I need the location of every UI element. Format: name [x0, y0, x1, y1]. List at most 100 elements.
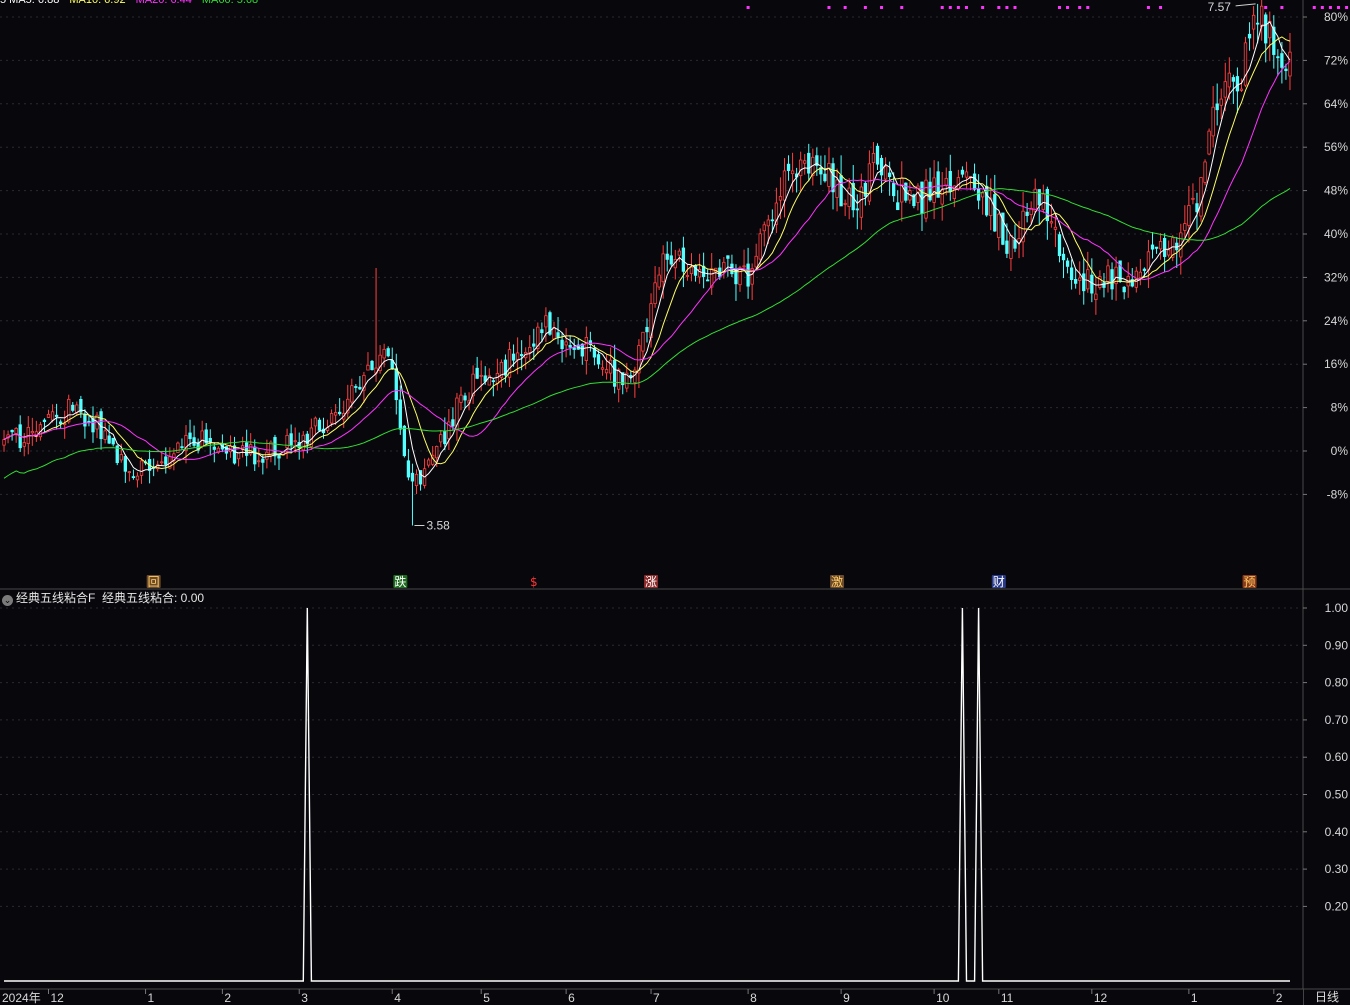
sub-y-axis-label: 0.30: [1325, 862, 1349, 876]
candle-body: [697, 268, 702, 278]
candle-body: [1280, 53, 1284, 68]
candle-body: [584, 336, 588, 361]
candle-body: [451, 419, 455, 427]
candle-body: [91, 417, 95, 433]
candle-body: [30, 431, 34, 434]
sub-y-axis-label: 0.80: [1325, 676, 1349, 690]
ma-legend-item: 5 MA5: 6.88: [0, 0, 60, 6]
candle-body: [997, 213, 1001, 239]
signal-markers: 回 跌 $ 涨 激 财 预: [146, 574, 1257, 589]
candle-body: [176, 442, 180, 453]
candle-body: [612, 359, 617, 387]
candle-body: [1049, 221, 1054, 224]
candle-body: [285, 434, 289, 449]
candle-body: [253, 446, 257, 465]
candle-body: [350, 385, 354, 403]
candle-body: [22, 442, 26, 447]
candle-body: [782, 170, 787, 201]
candle-body: [972, 173, 977, 190]
candle-body: [588, 340, 593, 345]
sub-y-axis-label: 0.60: [1325, 750, 1349, 764]
top-signal-dot: [827, 6, 831, 9]
candle-body: [1235, 76, 1240, 92]
candle-body: [912, 194, 916, 207]
candle-body: [10, 429, 14, 433]
candle-body: [289, 433, 293, 446]
top-signal-dot: [900, 6, 904, 9]
top-signal-dot: [1066, 6, 1070, 9]
candle-body: [491, 380, 495, 383]
candle-body: [1013, 239, 1017, 249]
candle-body: [42, 419, 47, 423]
candle-body: [1078, 277, 1082, 281]
top-signal-dot: [1159, 6, 1163, 9]
candle-body: [479, 374, 483, 377]
collapse-toggle-icon[interactable]: ⌄: [2, 595, 13, 606]
low-price-label: 3.58: [426, 519, 450, 533]
candle-body: [608, 359, 613, 374]
x-axis-month-label: 3: [301, 991, 308, 1005]
y-axis-label: 16%: [1324, 357, 1348, 371]
candle-body: [46, 413, 51, 418]
candle-body: [1061, 253, 1066, 261]
candle-body: [1167, 249, 1171, 256]
candle-body: [1082, 273, 1086, 292]
sub-y-axis: 1.00 0.90 0.80 0.70 0.60 0.50 0.40 0.30 0.20: [1303, 601, 1348, 913]
signal-badge: [1242, 575, 1257, 588]
top-signal-dot: [997, 6, 1001, 9]
candle-body: [1187, 205, 1191, 226]
candle-body: [1150, 244, 1155, 250]
candle-body: [329, 413, 334, 424]
candle-body: [681, 247, 686, 272]
x-axis-month-label: 1: [148, 991, 155, 1005]
top-signal-dot: [1086, 6, 1090, 9]
candle-body: [1288, 51, 1292, 77]
candle-body: [14, 428, 18, 436]
candle-body: [572, 347, 576, 350]
candle-body: [758, 233, 762, 260]
candle-body: [1215, 103, 1219, 111]
y-axis-label: 0%: [1331, 444, 1349, 458]
signal-marker-text: 回: [148, 575, 160, 589]
y-axis-label: 64%: [1324, 97, 1348, 111]
top-signal-dot: [1005, 6, 1009, 9]
candle-body: [507, 349, 512, 378]
high-price-label: 7.57: [1208, 0, 1232, 14]
x-axis-month-label: 2: [1276, 991, 1283, 1005]
candle-body: [900, 177, 904, 203]
y-axis-label: 32%: [1324, 270, 1348, 284]
candle-body: [742, 265, 746, 268]
candle-body: [406, 460, 411, 478]
top-signal-dot: [1337, 6, 1341, 9]
candle-body: [2, 439, 6, 446]
candle-body: [843, 203, 847, 205]
candle-body: [665, 253, 669, 260]
x-axis-month-label: 12: [1094, 991, 1108, 1005]
period-button[interactable]: 日线: [1303, 989, 1350, 1005]
top-signal-dot: [1057, 6, 1061, 9]
candle-body: [1090, 274, 1094, 294]
ma10-line: [3, 36, 1291, 470]
candle-body: [471, 373, 475, 397]
x-axis: 2024年 12 1 2 3 4 5 6 7 8 9 10 11 12 1 2: [2, 989, 1283, 1005]
candle-body: [1219, 98, 1223, 106]
sub-y-axis-label: 0.90: [1325, 638, 1349, 652]
sub-indicator-name[interactable]: 经典五线粘合F: [16, 591, 96, 605]
candle-body: [382, 348, 386, 359]
candle-body: [964, 171, 969, 178]
candle-body: [519, 354, 524, 357]
candle-body: [839, 175, 843, 207]
year-label: 2024年: [2, 991, 41, 1005]
candle-body: [370, 360, 374, 371]
candle-body: [883, 166, 888, 180]
candle-body: [596, 354, 601, 365]
candle-body: [164, 456, 168, 465]
candle-body: [1146, 251, 1151, 271]
main-y-axis: 80% 72% 64% 56% 48% 40% 32% 24% 16% 8% 0% -8%: [1303, 10, 1348, 501]
candle-body: [863, 182, 868, 197]
candle-body: [503, 359, 508, 376]
candle-body: [879, 157, 884, 176]
candle-body: [1203, 161, 1207, 183]
candle-body: [807, 152, 811, 174]
candle-body: [1223, 81, 1227, 98]
